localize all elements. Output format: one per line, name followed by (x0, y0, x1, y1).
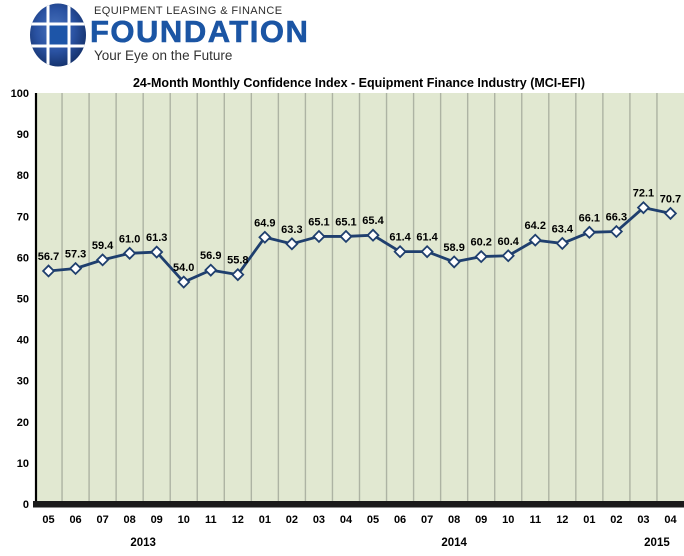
x-tick-label: 05 (367, 514, 379, 526)
data-point-marker (528, 233, 542, 247)
data-value-label: 60.4 (498, 236, 520, 248)
data-value-label: 70.7 (660, 193, 681, 205)
data-value-label: 63.4 (552, 223, 574, 235)
y-tick-label: 30 (17, 376, 29, 388)
y-tick-label: 20 (17, 417, 29, 429)
data-value-label: 72.1 (633, 188, 654, 200)
data-point-marker (636, 200, 651, 215)
data-value-label: 66.3 (606, 212, 627, 224)
x-tick-label: 01 (583, 514, 595, 526)
x-tick-label: 11 (205, 514, 217, 526)
data-value-label: 61.0 (119, 233, 140, 245)
x-tick-label: 08 (124, 514, 136, 526)
x-tick-label: 09 (151, 514, 163, 526)
x-tick-label: 12 (556, 514, 568, 526)
data-value-label: 64.9 (254, 217, 275, 229)
x-tick-label: 03 (313, 514, 325, 526)
x-tick-label: 11 (529, 514, 541, 526)
data-point-marker (177, 275, 191, 289)
data-value-label: 54.0 (173, 262, 194, 274)
x-tick-label: 02 (610, 514, 622, 526)
y-tick-label: 40 (17, 335, 29, 347)
year-label: 2014 (441, 537, 467, 549)
globe-grid-icon (30, 3, 86, 67)
chart-title: 24-Month Monthly Confidence Index - Equi… (133, 76, 585, 90)
data-point-marker (366, 228, 380, 242)
y-tick-label: 10 (17, 458, 29, 470)
data-value-label: 57.3 (65, 248, 86, 260)
x-tick-label: 07 (96, 514, 108, 526)
data-value-label: 58.9 (443, 242, 464, 254)
data-value-label: 61.3 (146, 232, 167, 244)
data-point-marker (95, 253, 110, 267)
data-point-marker (474, 249, 488, 264)
data-value-label: 56.9 (200, 250, 221, 262)
data-point-marker (312, 229, 326, 244)
data-value-label: 65.4 (362, 215, 384, 227)
data-point-marker (68, 261, 83, 276)
data-point-marker (122, 246, 137, 260)
data-point-marker (393, 244, 407, 259)
y-tick-label: 60 (17, 252, 29, 264)
y-tick-label: 0 (23, 499, 29, 511)
x-tick-label: 05 (42, 514, 54, 526)
data-value-label: 63.3 (281, 224, 302, 236)
x-tick-label: 08 (448, 514, 460, 526)
data-value-label: 65.1 (335, 216, 356, 228)
foundation-logo: EQUIPMENT LEASING & FINANCE FOUNDATION Y… (29, 2, 309, 68)
x-tick-label: 09 (475, 514, 487, 526)
x-tick-label: 02 (286, 514, 298, 526)
x-tick-label: 01 (259, 514, 271, 526)
x-tick-label: 04 (340, 514, 353, 526)
foundation-wordmark: FOUNDATION (90, 14, 310, 49)
data-point-marker (582, 225, 597, 240)
x-tick-label: 06 (69, 514, 81, 526)
data-value-label: 61.4 (389, 232, 411, 244)
data-value-label: 60.2 (470, 237, 491, 249)
data-point-marker (447, 255, 461, 269)
data-point-marker (663, 206, 678, 221)
data-point-marker (420, 244, 434, 259)
y-tick-label: 90 (17, 129, 29, 141)
data-point-marker (204, 263, 218, 277)
data-value-label: 64.2 (525, 220, 546, 232)
x-axis-line (33, 501, 684, 508)
data-value-label: 55.8 (227, 255, 248, 267)
data-value-label: 59.4 (92, 240, 114, 252)
data-point-marker (41, 264, 56, 278)
y-tick-label: 80 (17, 170, 29, 182)
year-label: 2015 (644, 537, 670, 549)
org-line1: EQUIPMENT LEASING & FINANCE (94, 5, 283, 17)
data-point-marker (501, 249, 515, 263)
year-label: 2013 (130, 537, 156, 549)
data-value-label: 61.4 (416, 232, 438, 244)
x-tick-label: 12 (232, 514, 244, 526)
y-tick-label: 50 (17, 294, 29, 306)
data-point-marker (609, 224, 624, 239)
x-tick-label: 07 (421, 514, 433, 526)
data-point-marker (258, 230, 272, 244)
y-tick-label: 100 (11, 88, 29, 100)
x-tick-label: 10 (502, 514, 514, 526)
x-tick-label: 03 (637, 514, 649, 526)
y-tick-label: 70 (17, 211, 29, 223)
data-point-marker (150, 245, 164, 259)
data-value-label: 65.1 (308, 216, 329, 228)
x-tick-label: 06 (394, 514, 406, 526)
data-point-marker (231, 267, 245, 282)
data-point-marker (285, 237, 299, 251)
data-value-label: 66.1 (579, 212, 600, 224)
data-value-label: 56.7 (38, 251, 59, 263)
data-point-marker (555, 236, 569, 251)
x-tick-label: 10 (178, 514, 190, 526)
x-tick-label: 04 (664, 514, 677, 526)
tagline: Your Eye on the Future (94, 48, 233, 63)
data-point-marker (339, 229, 353, 244)
